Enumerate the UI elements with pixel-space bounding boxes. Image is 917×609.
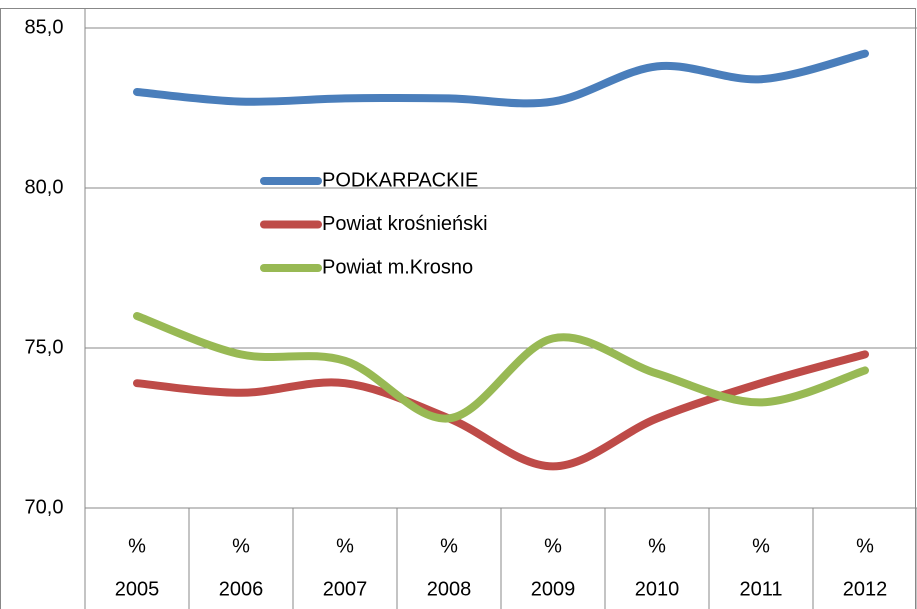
- x-tick-label: 2005: [115, 578, 160, 600]
- x-unit-label: %: [752, 535, 770, 557]
- x-unit-label: %: [440, 535, 458, 557]
- x-tick-label: 2011: [739, 578, 782, 600]
- legend-label: Powiat krośnieński: [322, 213, 488, 235]
- series-line: [133, 49, 869, 108]
- x-tick-label: 2010: [635, 578, 680, 600]
- x-unit-label: %: [856, 535, 874, 557]
- y-tick-label: 85,0: [25, 16, 64, 38]
- y-tick-label: 70,0: [25, 496, 64, 518]
- x-tick-label: 2006: [219, 578, 264, 600]
- x-tick-label: 2012: [843, 578, 888, 600]
- series-line: [133, 350, 869, 471]
- frame: [0, 8, 916, 609]
- y-tick-label: 75,0: [25, 336, 64, 358]
- x-unit-label: %: [336, 535, 354, 557]
- x-tick-label: 2008: [427, 578, 472, 600]
- legend-label: Powiat m.Krosno: [322, 256, 473, 278]
- y-tick-label: 80,0: [25, 176, 64, 198]
- x-tick-label: 2007: [323, 578, 368, 600]
- x-tick-label: 2009: [531, 578, 576, 600]
- x-unit-label: %: [648, 535, 666, 557]
- x-unit-label: %: [128, 535, 146, 557]
- x-unit-label: %: [544, 535, 562, 557]
- x-unit-label: %: [232, 535, 250, 557]
- legend-label: PODKARPACKIE: [322, 169, 478, 191]
- series-line: [133, 312, 869, 423]
